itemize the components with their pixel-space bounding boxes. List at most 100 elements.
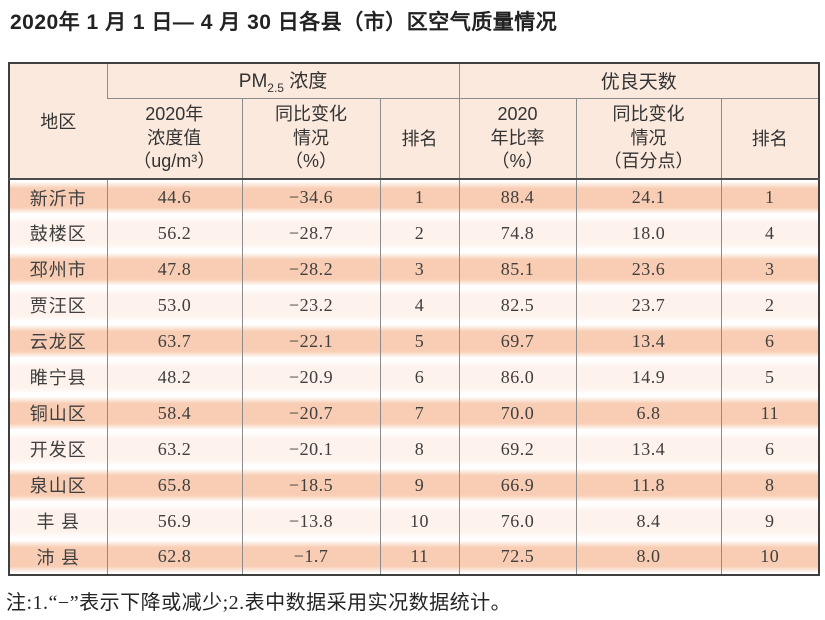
pm-rank-cell: 6 <box>379 359 460 395</box>
good-ratio-cell: 88.4 <box>458 179 577 215</box>
good-rank-cell: 4 <box>720 215 820 251</box>
column-header-good-rank: 排名 <box>720 98 820 180</box>
good-change-cell: 13.4 <box>575 323 722 359</box>
region-cell: 贾汪区 <box>9 287 107 323</box>
good-change-cell: 18.0 <box>575 215 722 251</box>
table-row: 开发区 63.2 −20.1 8 69.2 13.4 6 <box>9 431 820 467</box>
region-cell: 泉山区 <box>9 467 107 503</box>
column-header-pm-rank: 排名 <box>379 98 460 180</box>
good-rank-cell: 9 <box>720 503 820 539</box>
pm-change-cell: −22.1 <box>241 323 380 359</box>
good-change-cell: 24.1 <box>575 179 722 215</box>
good-ratio-cell: 66.9 <box>458 467 577 503</box>
table-row: 鼓楼区 56.2 −28.7 2 74.8 18.0 4 <box>9 215 820 251</box>
footnote: 注:1.“−”表示下降或减少;2.表中数据采用实况数据统计。 <box>6 592 512 614</box>
pm-rank-cell: 10 <box>379 503 460 539</box>
column-header-pm-change: 同比变化 情况 （%） <box>241 98 380 180</box>
table-row: 泉山区 65.8 −18.5 9 66.9 11.8 8 <box>9 467 820 503</box>
good-ratio-cell: 85.1 <box>458 251 577 287</box>
column-header-region: 地区 <box>9 63 107 180</box>
good-rank-cell: 6 <box>720 323 820 359</box>
page-title: 2020年 1 月 1 日— 4 月 30 日各县（市）区空气质量情况 <box>10 11 558 34</box>
column-header-good-change: 同比变化 情况 （百分点） <box>575 98 722 180</box>
region-cell: 睢宁县 <box>9 359 107 395</box>
pm-value-cell: 63.2 <box>106 431 242 467</box>
table-row: 丰 县 56.9 −13.8 10 76.0 8.4 9 <box>9 503 820 539</box>
table-row: 贾汪区 53.0 −23.2 4 82.5 23.7 2 <box>9 287 820 323</box>
good-change-cell: 6.8 <box>575 395 722 431</box>
pm-value-cell: 56.9 <box>106 503 242 539</box>
good-ratio-cell: 82.5 <box>458 287 577 323</box>
pm-rank-cell: 9 <box>379 467 460 503</box>
pm-change-cell: −34.6 <box>241 179 380 215</box>
good-change-cell: 14.9 <box>575 359 722 395</box>
group-header-pm25: PM2.5 浓度 <box>106 63 460 99</box>
table-row: 邳州市 47.8 −28.2 3 85.1 23.6 3 <box>9 251 820 287</box>
pm-value-cell: 48.2 <box>106 359 242 395</box>
pm-value-cell: 63.7 <box>106 323 242 359</box>
column-header-pm-value: 2020年 浓度值 （ug/m³） <box>107 98 242 180</box>
air-quality-table: 地区 PM2.5 浓度 优良天数 2020年 浓度值 （ug/m³） 同比变化 … <box>8 62 821 576</box>
column-header-good-ratio: 2020 年比率 （%） <box>458 98 577 180</box>
region-cell: 云龙区 <box>9 323 107 359</box>
good-change-cell: 23.7 <box>575 287 722 323</box>
region-cell: 新沂市 <box>9 179 107 215</box>
table-body: 新沂市 44.6 −34.6 1 88.4 24.1 1 鼓楼区 56.2 −2… <box>9 179 820 575</box>
pm-change-cell: −1.7 <box>241 539 380 575</box>
good-rank-cell: 8 <box>720 467 820 503</box>
pm-rank-cell: 8 <box>379 431 460 467</box>
pm-change-cell: −28.2 <box>241 251 380 287</box>
region-cell: 邳州市 <box>9 251 107 287</box>
pm-value-cell: 53.0 <box>106 287 242 323</box>
good-ratio-cell: 76.0 <box>458 503 577 539</box>
pm-rank-cell: 5 <box>379 323 460 359</box>
good-ratio-cell: 70.0 <box>458 395 577 431</box>
table-row: 沛 县 62.8 −1.7 11 72.5 8.0 10 <box>9 539 820 575</box>
sub-header-row: 2020年 浓度值 （ug/m³） 同比变化 情况 （%） 排名 2020 年比… <box>9 98 820 180</box>
pm-value-cell: 58.4 <box>106 395 242 431</box>
good-ratio-cell: 74.8 <box>458 215 577 251</box>
pm-value-cell: 56.2 <box>106 215 242 251</box>
pm-value-cell: 62.8 <box>106 539 242 575</box>
pm-rank-cell: 2 <box>379 215 460 251</box>
pm-change-cell: −13.8 <box>241 503 380 539</box>
table-row: 新沂市 44.6 −34.6 1 88.4 24.1 1 <box>9 179 820 215</box>
good-rank-cell: 6 <box>720 431 820 467</box>
pm-value-cell: 44.6 <box>106 179 242 215</box>
good-rank-cell: 5 <box>720 359 820 395</box>
region-cell: 鼓楼区 <box>9 215 107 251</box>
region-cell: 沛 县 <box>9 539 107 575</box>
pm-rank-cell: 3 <box>379 251 460 287</box>
pm-change-cell: −20.7 <box>241 395 380 431</box>
good-change-cell: 8.0 <box>575 539 722 575</box>
table-row: 睢宁县 48.2 −20.9 6 86.0 14.9 5 <box>9 359 820 395</box>
good-change-cell: 13.4 <box>575 431 722 467</box>
pm-rank-cell: 7 <box>379 395 460 431</box>
good-rank-cell: 11 <box>720 395 820 431</box>
good-rank-cell: 3 <box>720 251 820 287</box>
good-change-cell: 8.4 <box>575 503 722 539</box>
table-row: 云龙区 63.7 −22.1 5 69.7 13.4 6 <box>9 323 820 359</box>
pm-change-cell: −28.7 <box>241 215 380 251</box>
pm-change-cell: −23.2 <box>241 287 380 323</box>
pm25-label: PM2.5 浓度 <box>238 71 328 96</box>
table-header: 地区 PM2.5 浓度 优良天数 2020年 浓度值 （ug/m³） 同比变化 … <box>9 63 820 180</box>
good-ratio-cell: 72.5 <box>458 539 577 575</box>
pm-change-cell: −20.1 <box>241 431 380 467</box>
region-cell: 丰 县 <box>9 503 107 539</box>
pm-value-cell: 65.8 <box>106 467 242 503</box>
good-ratio-cell: 86.0 <box>458 359 577 395</box>
good-ratio-cell: 69.7 <box>458 323 577 359</box>
pm-rank-cell: 4 <box>379 287 460 323</box>
good-rank-cell: 1 <box>720 179 820 215</box>
good-ratio-cell: 69.2 <box>458 431 577 467</box>
pm-change-cell: −20.9 <box>241 359 380 395</box>
group-header-good-days: 优良天数 <box>458 63 820 99</box>
pm-change-cell: −18.5 <box>241 467 380 503</box>
pm-rank-cell: 1 <box>379 179 460 215</box>
good-change-cell: 11.8 <box>575 467 722 503</box>
region-cell: 铜山区 <box>9 395 107 431</box>
table-row: 铜山区 58.4 −20.7 7 70.0 6.8 11 <box>9 395 820 431</box>
good-rank-cell: 2 <box>720 287 820 323</box>
